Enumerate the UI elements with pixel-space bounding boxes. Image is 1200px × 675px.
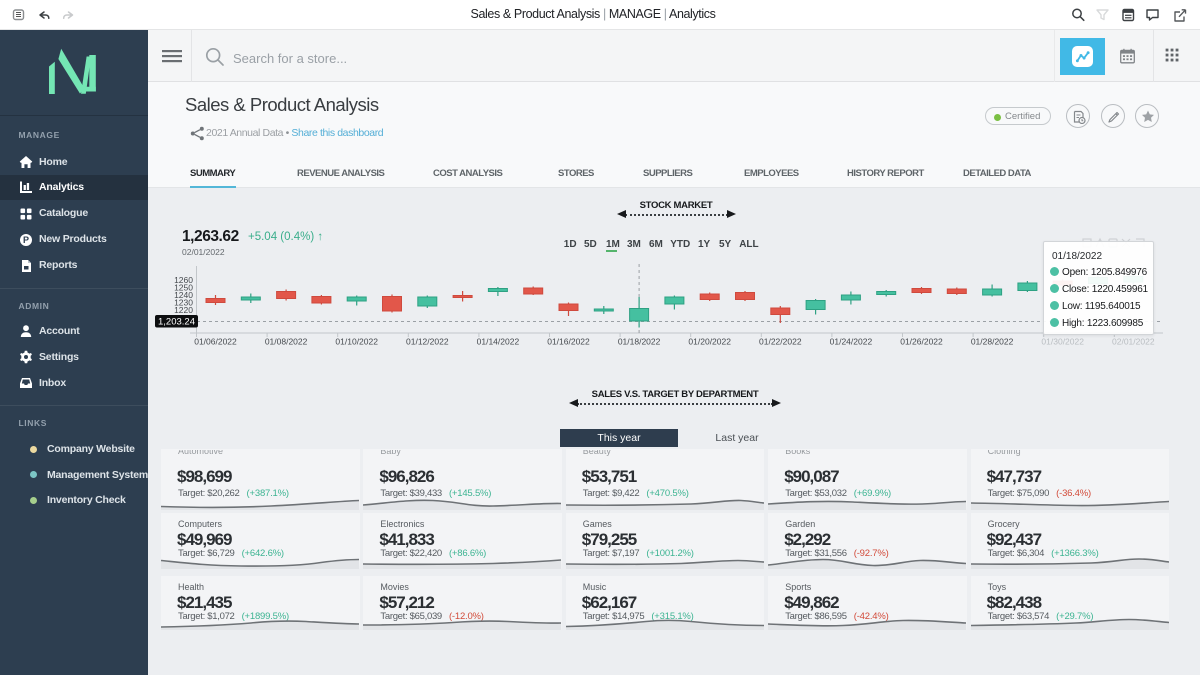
svg-text:P: P xyxy=(22,235,28,245)
